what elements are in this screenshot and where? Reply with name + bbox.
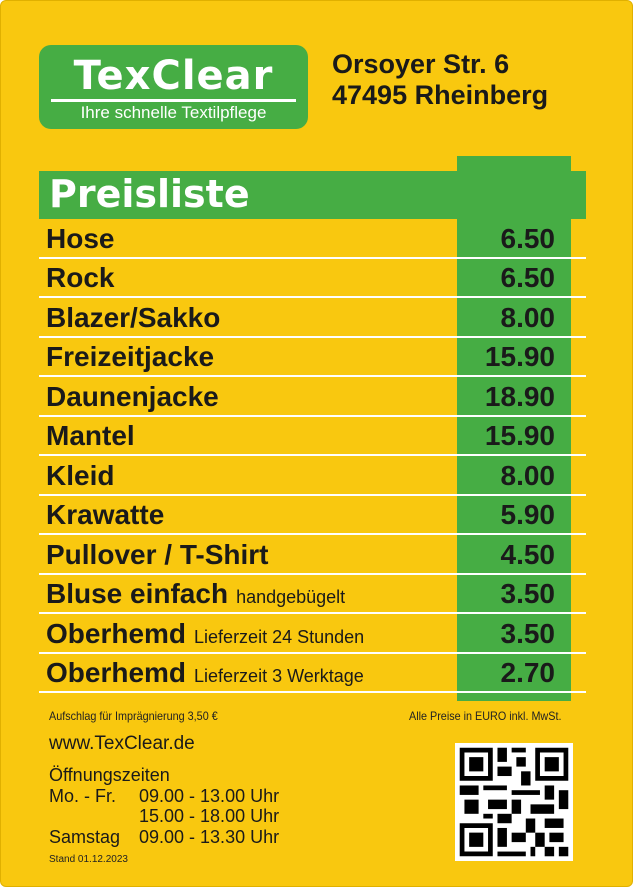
hours-day: Samstag: [49, 826, 121, 847]
price-table: Hose 6.50 Rock 6.50 Blazer/Sakko 8.00 Freizeit…: [39, 219, 586, 693]
item-price: 8.00: [500, 459, 556, 491]
price-column-background: [457, 156, 571, 701]
logo-name: TexClear: [73, 53, 274, 99]
item-name: Hose: [46, 222, 115, 254]
hours-day: Mo. - Fr.: [49, 785, 116, 806]
item-note: Lieferzeit 24 Stunden: [194, 626, 365, 647]
item-price: 18.90: [484, 380, 555, 412]
item-note: handgebügelt: [236, 587, 346, 607]
logo-divider: [51, 99, 296, 102]
page-title: Preisliste: [49, 172, 250, 216]
hours-line: 15.00 - 18.00 Uhr: [49, 806, 279, 827]
item-price: 3.50: [500, 578, 556, 609]
price-row: Mantel 15.90: [39, 417, 586, 456]
item-name: Daunenjacke: [46, 380, 219, 412]
item-name: Mantel: [46, 420, 135, 451]
price-row: Freizeitjacke 15.90: [39, 338, 586, 377]
price-row: Krawatte 5.90: [39, 496, 586, 535]
price-row: Bluse einfach handgebügelt 3.50: [39, 575, 586, 614]
item-name: Kleid: [46, 459, 115, 491]
price-row: Hose 6.50: [39, 219, 586, 259]
address-city: 47495 Rheinberg: [332, 80, 549, 110]
title-bar: Preisliste: [39, 171, 586, 219]
hours-time: 09.00 - 13.00 Uhr: [139, 785, 280, 806]
website-link[interactable]: www.TexClear.de: [49, 733, 195, 754]
price-row: Blazer/Sakko 8.00: [39, 298, 586, 338]
item-price: 15.90: [484, 341, 555, 372]
qr-code[interactable]: [455, 743, 573, 861]
address: Orsoyer Str. 6 47495 Rheinberg: [332, 49, 548, 111]
item-name: Blazer/Sakko: [46, 301, 221, 333]
price-row: Rock 6.50: [39, 259, 586, 298]
item-note: Lieferzeit 3 Werktage: [194, 666, 364, 686]
item-price: 3.50: [500, 617, 556, 649]
item-price: 8.00: [500, 301, 556, 333]
item-price: 6.50: [500, 262, 556, 293]
price-row: Pullover / T-Shirt 4.50: [39, 535, 586, 575]
item-name: Freizeitjacke: [46, 341, 215, 372]
item-name: Pullover / T-Shirt: [46, 538, 269, 570]
hours-line: Samstag 09.00 - 13.30 Uhr: [49, 827, 279, 848]
surcharge-note: Aufschlag für Imprägnierung 3,50 €: [49, 709, 218, 723]
hours-time: 15.00 - 18.00 Uhr: [139, 806, 280, 826]
item-name: Krawatte: [46, 499, 165, 530]
stand-date: Stand 01.12.2023: [49, 854, 128, 865]
item-price: 2.70: [500, 657, 556, 688]
logo-tagline: Ihre schnelle Textilpflege: [80, 103, 267, 122]
item-price: 15.90: [484, 420, 555, 451]
hours-title: Öffnungszeiten: [49, 765, 170, 785]
price-row: Oberhemd Lieferzeit 3 Werktage 2.70: [39, 654, 586, 693]
price-row: Daunenjacke 18.90: [39, 377, 586, 417]
price-row: Oberhemd Lieferzeit 24 Stunden 3.50: [39, 614, 586, 654]
item-name: Oberhemd Lieferzeit 24 Stunden: [46, 617, 365, 649]
hours-line: Mo. - Fr. 09.00 - 13.00 Uhr: [49, 786, 279, 807]
logo: TexClear Ihre schnelle Textilpflege: [39, 45, 308, 129]
address-street: Orsoyer Str. 6: [332, 49, 510, 79]
price-row: Kleid 8.00: [39, 456, 586, 496]
vat-note: Alle Preise in EURO inkl. MwSt.: [409, 709, 562, 723]
item-price: 5.90: [500, 499, 556, 530]
item-price: 6.50: [500, 222, 556, 254]
item-name: Bluse einfach handgebügelt: [46, 578, 346, 609]
item-name: Rock: [46, 262, 115, 293]
opening-hours: Öffnungszeiten Mo. - Fr. 09.00 - 13.00 Uh…: [49, 765, 279, 847]
item-name: Oberhemd Lieferzeit 3 Werktage: [46, 657, 364, 688]
hours-time: 09.00 - 13.30 Uhr: [139, 826, 280, 847]
item-price: 4.50: [500, 538, 556, 570]
